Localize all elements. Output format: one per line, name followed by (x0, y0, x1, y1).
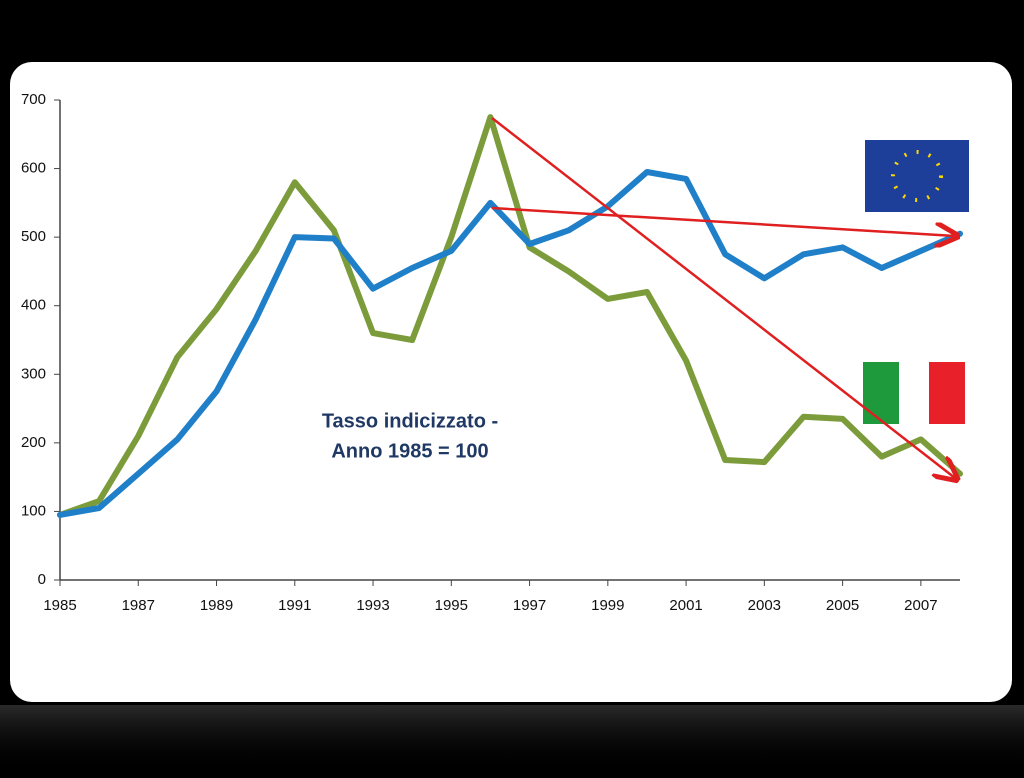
series-line (57, 114, 963, 518)
eu-stars (891, 150, 943, 202)
it-green (863, 362, 899, 424)
x-tick-label: 1999 (591, 597, 624, 614)
y-tick-label: 700 (21, 91, 46, 108)
y-tick-label: 0 (38, 571, 46, 588)
x-tick-label: 1995 (435, 597, 468, 614)
annotation: Anno 1985 = 100 (331, 440, 488, 462)
y-tick-label: 500 (21, 228, 46, 245)
x-tick-label: 1993 (356, 597, 389, 614)
card (10, 62, 1012, 702)
x-tick-label: 2007 (904, 597, 937, 614)
x-tick-label: 1985 (43, 597, 76, 614)
it-red (929, 362, 965, 424)
x-tick-label: 1987 (122, 597, 155, 614)
annotation: Tasso indicizzato - (322, 410, 498, 432)
y-tick-label: 100 (21, 502, 46, 519)
x-tick-label: 2001 (669, 597, 702, 614)
reflection (0, 705, 1024, 773)
flags (863, 140, 969, 424)
y-tick-label: 300 (21, 365, 46, 382)
eu-flag (865, 140, 969, 212)
trend-arrow (491, 206, 955, 236)
y-tick-label: 600 (21, 160, 46, 177)
x-tick-label: 2003 (748, 597, 781, 614)
x-tick-label: 1991 (278, 597, 311, 614)
plot (57, 114, 963, 518)
series-line (57, 169, 963, 518)
y-tick-label: 200 (21, 434, 46, 451)
x-tick-label: 1989 (200, 597, 233, 614)
x-tick-label: 2005 (826, 597, 859, 614)
x-tick-label: 1997 (513, 597, 546, 614)
y-tick-label: 400 (21, 297, 46, 314)
trend-arrow (491, 117, 955, 478)
